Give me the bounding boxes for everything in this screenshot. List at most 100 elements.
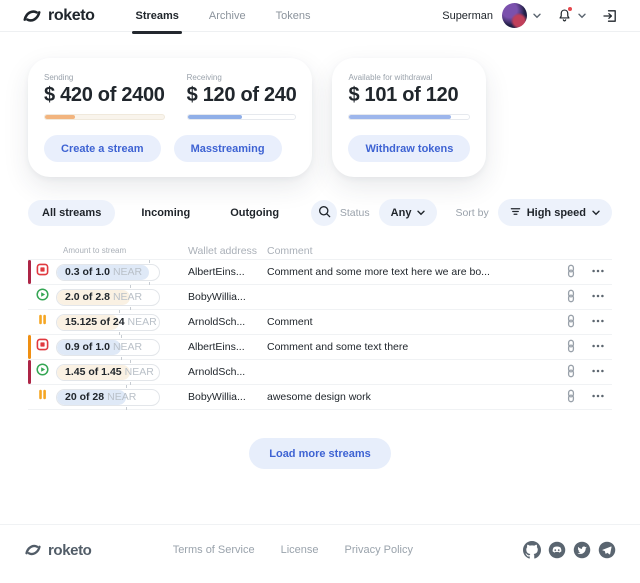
nav-item-archive[interactable]: Archive [208, 9, 246, 22]
summary-cards: Sending $ 420 of 2400 Receiving $ 120 of… [28, 58, 612, 177]
streams-table-body: 0.3 of 1.0 NEAR AlbertEins... Comment an… [28, 259, 612, 410]
ellipsis-icon [591, 389, 605, 406]
nav-item-tokens[interactable]: Tokens [275, 9, 311, 22]
row-menu-button[interactable] [584, 289, 612, 306]
stream-amount: 15.125 of 24 [65, 316, 125, 328]
notifications-chevron-down-icon[interactable] [578, 13, 586, 19]
footer-brand-logo[interactable]: roketo [24, 541, 92, 559]
license-link[interactable]: License [280, 544, 319, 556]
masstreaming-button[interactable]: Masstreaming [173, 135, 282, 162]
notifications-bell-icon[interactable] [557, 6, 573, 23]
row-menu-button[interactable] [584, 339, 612, 356]
search-icon [318, 205, 331, 221]
table-row[interactable]: 2.0 of 2.8 NEAR BobyWillia... [28, 284, 612, 310]
table-row[interactable]: 1.45 of 1.45 NEAR ArnoldSch... [28, 359, 612, 385]
table-row[interactable]: 0.9 of 1.0 NEAR AlbertEins... Comment an… [28, 334, 612, 360]
ellipsis-icon [591, 364, 605, 381]
chevron-down-icon [417, 207, 426, 219]
progress-tick [126, 406, 128, 410]
twitter-icon[interactable] [573, 541, 591, 559]
row-menu-button[interactable] [584, 264, 612, 281]
receiving-label: Receiving [186, 73, 222, 82]
withdraw-tokens-button[interactable]: Withdraw tokens [348, 135, 471, 162]
progress-tick [130, 359, 132, 363]
status-select[interactable]: Any [378, 199, 438, 226]
create-stream-button[interactable]: Create a stream [44, 135, 161, 162]
stream-progress-pill: 15.125 of 24 NEAR [56, 309, 160, 335]
search-button[interactable] [311, 199, 338, 226]
table-header-row: Amount to stream Wallet address Comment [28, 242, 612, 260]
stream-amount: 20 of 28 [65, 391, 105, 403]
pause-icon[interactable] [36, 388, 49, 406]
stream-amount: 2.0 of 2.8 [65, 291, 110, 303]
pause-icon[interactable] [36, 313, 49, 331]
play-icon[interactable] [35, 363, 49, 381]
tab-incoming[interactable]: Incoming [141, 206, 191, 219]
discord-icon[interactable] [548, 541, 566, 559]
link-icon [564, 389, 578, 406]
stream-comment: Comment and some more text here we are b… [267, 266, 490, 278]
stream-token: NEAR [112, 266, 143, 278]
copy-link-button[interactable] [558, 339, 584, 356]
sending-block: Sending $ 420 of 2400 [44, 73, 165, 120]
brand-logo[interactable]: roketo [22, 6, 95, 26]
stream-token: NEAR [112, 291, 143, 303]
copy-link-button[interactable] [558, 364, 584, 381]
user-area: Superman [442, 3, 618, 28]
sort-lines-icon [510, 206, 521, 220]
play-icon[interactable] [35, 288, 49, 306]
user-menu-chevron-down-icon[interactable] [533, 13, 541, 19]
column-header-comment: Comment [267, 244, 313, 257]
stream-progress-pill: 0.3 of 1.0 NEAR [56, 259, 160, 285]
wallet-address: BobyWillia... [188, 291, 246, 303]
sending-value: $ 420 of 2400 [44, 84, 165, 106]
tab-all-streams[interactable]: All streams [28, 199, 116, 226]
progress-tick [119, 309, 121, 313]
footer: roketo Terms of Service License Privacy … [0, 524, 640, 583]
sort-select[interactable]: High speed [497, 199, 612, 226]
load-more-streams-button[interactable]: Load more streams [249, 438, 391, 469]
ellipsis-icon [591, 339, 605, 356]
privacy-policy-link[interactable]: Privacy Policy [344, 544, 413, 556]
stream-comment: awesome design work [267, 391, 371, 403]
stop-icon[interactable] [36, 263, 49, 281]
row-menu-button[interactable] [584, 314, 612, 331]
receiving-block: Receiving $ 120 of 240 [186, 73, 297, 120]
progress-tick [121, 356, 123, 360]
copy-link-button[interactable] [558, 314, 584, 331]
user-name: Superman [442, 9, 493, 22]
copy-link-button[interactable] [558, 389, 584, 406]
table-row[interactable]: 15.125 of 24 NEAR ArnoldSch... Comment [28, 309, 612, 335]
wallet-address: ArnoldSch... [188, 316, 246, 328]
copy-link-button[interactable] [558, 264, 584, 281]
top-navbar: roketo Streams Archive Tokens Superman [0, 0, 640, 32]
row-menu-button[interactable] [584, 389, 612, 406]
link-icon [564, 364, 578, 381]
table-row[interactable]: 20 of 28 NEAR BobyWillia... awesome desi… [28, 384, 612, 410]
streams-table: Amount to stream Wallet address Comment … [28, 242, 612, 410]
progress-tick [119, 331, 121, 335]
terms-of-service-link[interactable]: Terms of Service [172, 544, 255, 556]
progress-tick [148, 281, 150, 285]
sort-by-label: Sort by [455, 206, 489, 219]
wallet-address: AlbertEins... [188, 266, 245, 278]
link-icon [564, 314, 578, 331]
table-row[interactable]: 0.3 of 1.0 NEAR AlbertEins... Comment an… [28, 259, 612, 285]
sign-out-icon[interactable] [602, 8, 618, 24]
stop-icon[interactable] [36, 338, 49, 356]
telegram-icon[interactable] [598, 541, 616, 559]
stream-comment: Comment [267, 316, 313, 328]
avatar[interactable] [502, 3, 527, 28]
tab-outgoing[interactable]: Outgoing [230, 206, 280, 219]
stream-token: NEAR [107, 391, 137, 403]
stream-progress-pill: 1.45 of 1.45 NEAR [56, 359, 160, 385]
status-label: Status [339, 206, 370, 219]
progress-tick [121, 334, 123, 338]
footer-links: Terms of Service License Privacy Policy [173, 544, 413, 556]
github-icon[interactable] [523, 541, 541, 559]
nav-item-streams[interactable]: Streams [121, 0, 194, 31]
stream-amount: 0.9 of 1.0 [65, 341, 110, 353]
link-icon [564, 339, 578, 356]
row-menu-button[interactable] [584, 364, 612, 381]
copy-link-button[interactable] [558, 289, 584, 306]
